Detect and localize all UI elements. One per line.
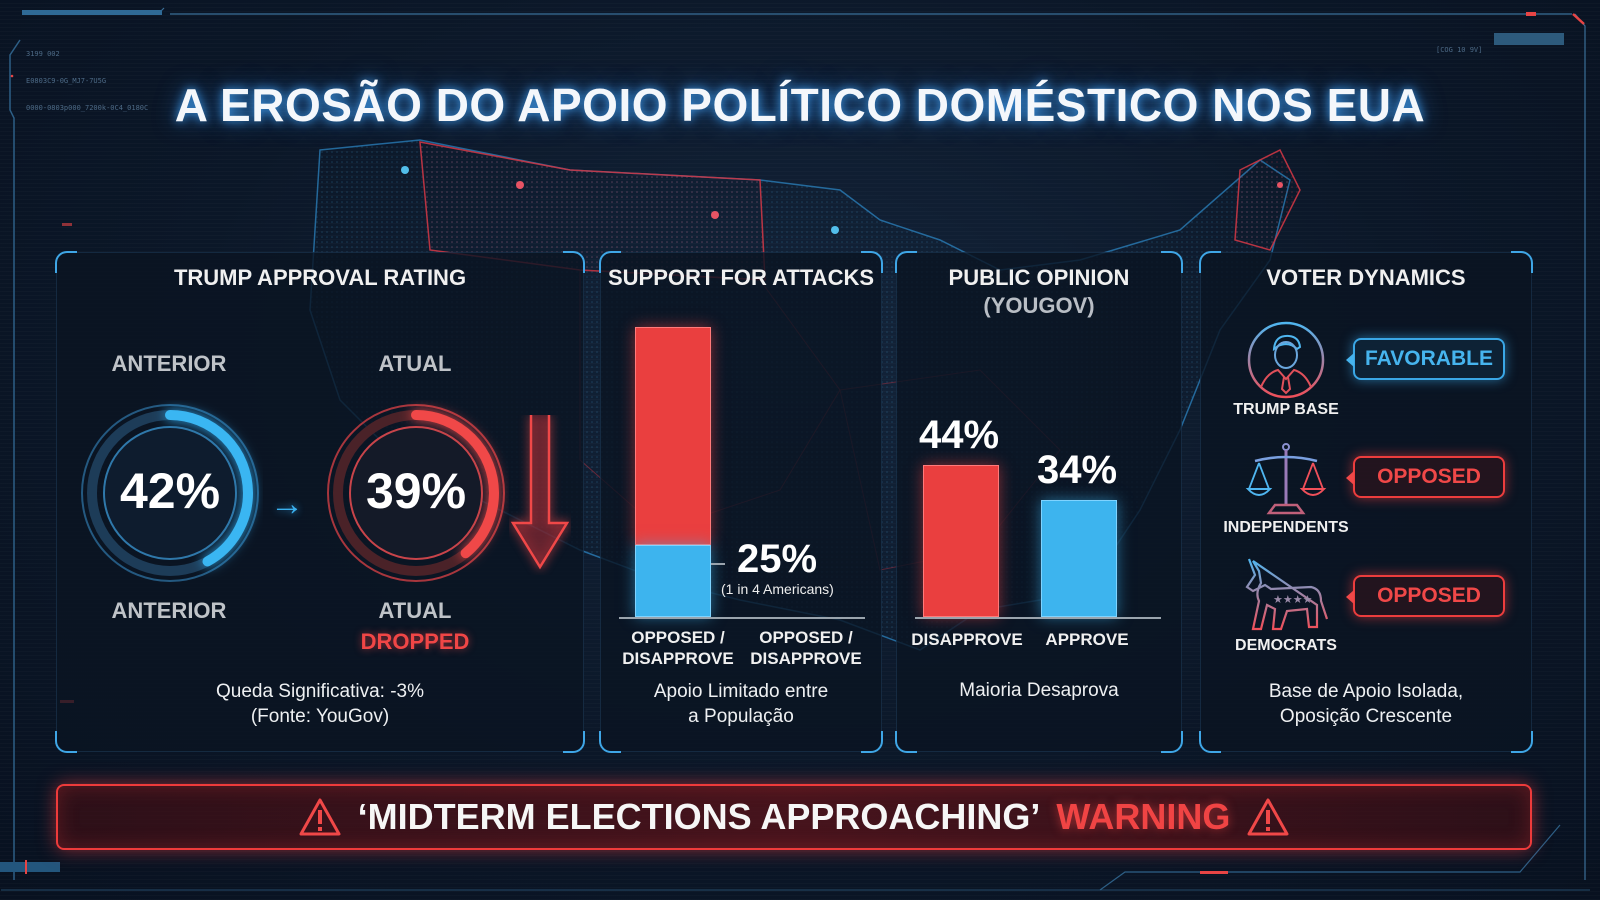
- page-title: A EROSÃO DO APOIO POLÍTICO DOMÉSTICO NOS…: [174, 79, 1426, 131]
- axis-label-line: DISAPPROVE: [750, 649, 862, 668]
- hud-line: 0000-0803p000_7200k-0C4_0180C: [26, 104, 149, 112]
- disapprove-bar: [923, 465, 999, 617]
- footer-line: Queda Significativa: -3%: [215, 681, 425, 702]
- oppose-bar-segment: [635, 327, 711, 545]
- midterm-warning-banner: ‘MIDTERM ELECTIONS APPROACHING’ WARNING: [56, 784, 1532, 850]
- annotation-leader: [711, 563, 725, 565]
- axis-label-2: OPPOSED / DISAPPROVE: [741, 627, 871, 669]
- panel-title: SUPPORT FOR ATTACKS: [607, 265, 875, 290]
- status-badge: FAVORABLE: [1346, 338, 1505, 380]
- approve-bar: [1041, 499, 1117, 617]
- panel-footer: Base de Apoio Isolada, Oposição Crescent…: [1201, 679, 1531, 729]
- svg-text:★★★★: ★★★★: [1273, 593, 1313, 606]
- panel-footer: Queda Significativa: -3% (Fonte: YouGov): [57, 679, 583, 729]
- panel-title: PUBLIC OPINION: [948, 265, 1130, 290]
- panel-corner: [895, 251, 917, 273]
- approve-axis-label: APPROVE: [1045, 630, 1129, 649]
- support-for-attacks-panel: SUPPORT FOR ATTACKS 25% (1 in 4 American…: [599, 251, 883, 753]
- panel-title: VOTER DYNAMICS: [1266, 265, 1466, 290]
- donkey-icon: ★★★★: [1245, 558, 1329, 631]
- approve-value-label: 34%: [1037, 447, 1118, 492]
- panel-corner: [895, 731, 917, 753]
- panel-corner: [1161, 731, 1183, 753]
- panel-corner: [55, 251, 77, 273]
- footer-line: Base de Apoio Isolada,: [1268, 681, 1464, 702]
- public-opinion-panel: PUBLIC OPINION (YOUGOV) 44% 34% DISAPPRO…: [895, 251, 1183, 753]
- hud-line: E0803C9-0G_MJ7-7U5G: [26, 77, 107, 85]
- footer-line: Apoio Limitado entre: [653, 681, 829, 702]
- dropped-status: DROPPED: [360, 629, 470, 654]
- panel-subtitle: (YOUGOV): [983, 293, 1095, 318]
- axis-label-1: OPPOSED / DISAPPROVE: [613, 627, 743, 669]
- down-arrow-icon: [510, 415, 570, 570]
- axis-label-line: DISAPPROVE: [622, 649, 734, 668]
- hud-readout-top-right: [COG 10 9V]: [1436, 46, 1483, 54]
- panel-corner: [599, 731, 621, 753]
- chart-baseline: [915, 617, 1161, 619]
- hud-readout-top-left: 3199 002 E0803C9-0G_MJ7-7U5G 0000-0803p0…: [26, 32, 148, 122]
- panel-corner: [861, 731, 883, 753]
- chart-baseline: [619, 617, 865, 619]
- status-badge: OPPOSED: [1346, 456, 1505, 498]
- panel-corner: [1161, 251, 1183, 273]
- person-icon: [1247, 321, 1325, 399]
- voter-group-label: DEMOCRATS: [1235, 637, 1337, 654]
- support-note: (1 in 4 Americans): [721, 581, 834, 597]
- panel-corner: [563, 251, 585, 273]
- after-gauge-arc: [333, 410, 499, 576]
- after-gauge: 39%: [323, 400, 509, 586]
- panel-corner: [55, 731, 77, 753]
- after-label-top: ATUAL: [378, 351, 452, 376]
- after-label-bottom: ATUAL: [378, 598, 452, 623]
- voter-group-label: TRUMP BASE: [1233, 401, 1339, 418]
- voter-group-label: INDEPENDENTS: [1223, 519, 1349, 536]
- panel-corner: [1511, 251, 1533, 273]
- warning-word: WARNING: [1056, 796, 1231, 837]
- panel-corner: [1511, 731, 1533, 753]
- panel-corner: [861, 251, 883, 273]
- voter-dynamics-panel: VOTER DYNAMICS TRUMP BASE FAVORABLE INDE…: [1199, 251, 1533, 753]
- warning-triangle-icon: [1247, 798, 1289, 836]
- hud-line: 3199 002: [26, 50, 60, 58]
- panel-footer: Maioria Desaprova: [959, 680, 1119, 701]
- before-gauge-arc: [87, 410, 253, 576]
- before-label-top: ANTERIOR: [111, 351, 227, 376]
- panel-corner: [563, 731, 585, 753]
- approval-rating-panel: TRUMP APPROVAL RATING ANTERIOR ATUAL 42%…: [55, 251, 585, 753]
- scales-icon: [1245, 443, 1327, 515]
- panel-corner: [1199, 731, 1221, 753]
- disapprove-value-label: 44%: [919, 413, 1000, 457]
- footer-line: Oposição Crescente: [1279, 706, 1453, 727]
- axis-label-line: OPPOSED /: [759, 628, 853, 647]
- warning-triangle-icon: [299, 798, 341, 836]
- before-value: 42%: [119, 463, 221, 519]
- disapprove-axis-label: DISAPPROVE: [911, 630, 1023, 649]
- panel-corner: [1199, 251, 1221, 273]
- footer-line: a População: [688, 706, 794, 727]
- footer-line: (Fonte: YouGov): [250, 706, 390, 727]
- status-badge: OPPOSED: [1346, 575, 1505, 617]
- warning-message: ‘MIDTERM ELECTIONS APPROACHING’: [357, 796, 1041, 837]
- support-bar-segment: [635, 544, 711, 617]
- after-value: 39%: [365, 463, 467, 519]
- panel-footer: Apoio Limitado entre a População: [601, 679, 881, 729]
- arrow-right-icon: →: [270, 485, 304, 523]
- panel-corner: [599, 251, 621, 273]
- panel-title: TRUMP APPROVAL RATING: [173, 265, 467, 290]
- before-label-bottom: ANTERIOR: [111, 598, 227, 623]
- before-gauge: 42%: [77, 400, 263, 586]
- support-value-label: 25%: [737, 537, 818, 581]
- axis-label-line: OPPOSED /: [631, 628, 725, 647]
